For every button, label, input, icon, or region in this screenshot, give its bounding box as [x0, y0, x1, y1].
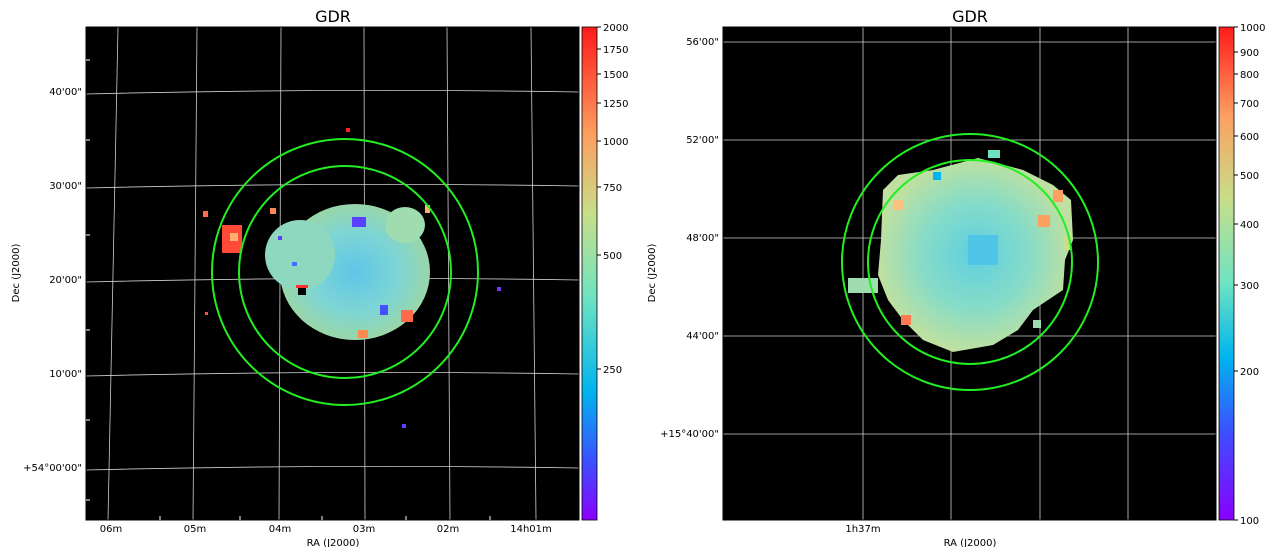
left-colorbar-label: 1500 [603, 70, 628, 81]
right-colorbar-label: 100 [1240, 516, 1259, 527]
left-colorbar-label: 1250 [603, 99, 628, 110]
right-colorbar-label: 900 [1240, 48, 1259, 59]
right-colorbar-label: 500 [1240, 171, 1259, 182]
right-colorbar-label: 600 [1240, 132, 1259, 143]
left-colorbar [581, 26, 598, 521]
right-colorbar-label: 400 [1240, 220, 1259, 231]
right-x-axis-label: RA (J2000) [944, 538, 997, 547]
left-chart-title: GDR [315, 7, 351, 26]
left-y-tick-label: 10'00" [49, 369, 82, 380]
left-colorbar-label: 250 [603, 365, 622, 376]
left-x-tick-labels: 06m 05m 04m 03m 02m 14h01m [100, 524, 552, 535]
left-x-axis-label: RA (J2000) [307, 538, 360, 547]
left-x-tick-label: 14h01m [510, 524, 552, 535]
left-colorbar-label: 1750 [603, 45, 628, 56]
right-colorbar-label: 200 [1240, 367, 1259, 378]
left-x-tick-label: 03m [353, 524, 375, 535]
right-map-frame [722, 26, 1217, 521]
left-colorbar-label: 500 [603, 251, 622, 262]
right-chart-title: GDR [952, 7, 988, 26]
left-y-tick-label: 40'00" [49, 87, 82, 98]
left-y-tick-labels: 40'00" 30'00" 20'00" 10'00" +54°00'00" [23, 87, 82, 474]
left-frame-ticks [86, 59, 491, 520]
right-colorbar-label: 1000 [1240, 23, 1265, 34]
right-map-panel: GDR [633, 0, 1266, 549]
right-colorbar [1218, 26, 1235, 521]
right-y-tick-label: 44'00" [686, 331, 719, 342]
left-outer-ring [211, 138, 479, 406]
left-colorbar-labels: 2000 1750 1500 1250 1000 750 500 250 [603, 23, 628, 376]
left-map-panel: GDR [0, 0, 633, 549]
right-colorbar-labels: 1000 900 800 700 600 500 400 300 200 100 [1240, 23, 1265, 527]
left-aperture-rings [211, 138, 479, 406]
right-y-axis-label: Dec (J2000) [647, 244, 658, 303]
left-map-figure: GDR [11, 7, 628, 549]
left-y-axis-label: Dec (J2000) [11, 244, 22, 303]
right-y-tick-label: 52'00" [686, 135, 719, 146]
left-y-tick-label: +54°00'00" [23, 463, 82, 474]
left-x-tick-label: 02m [437, 524, 459, 535]
left-colorbar-label: 1000 [603, 137, 628, 148]
right-inner-ring [867, 159, 1073, 365]
left-x-tick-label: 04m [269, 524, 291, 535]
left-y-tick-label: 30'00" [49, 181, 82, 192]
right-aperture-rings [841, 133, 1099, 391]
left-map-frame [85, 26, 580, 521]
right-colorbar-label: 700 [1240, 99, 1259, 110]
right-colorbar-label: 300 [1240, 281, 1259, 292]
right-x-tick-label: 1h37m [845, 524, 880, 535]
right-outer-ring [841, 133, 1099, 391]
left-y-tick-label: 20'00" [49, 275, 82, 286]
right-gdr-map-pixels [848, 150, 1073, 352]
right-colorbar-ticks [1234, 26, 1238, 521]
right-y-tick-labels: 56'00" 52'00" 48'00" 44'00" +15°40'00" [660, 37, 719, 440]
right-y-tick-label: 56'00" [686, 37, 719, 48]
left-inner-ring [238, 165, 452, 379]
left-x-tick-label: 06m [100, 524, 122, 535]
left-gdr-map-pixels [203, 128, 501, 428]
left-colorbar-label: 2000 [603, 23, 628, 34]
left-x-tick-label: 05m [184, 524, 206, 535]
right-y-tick-label: 48'00" [686, 233, 719, 244]
left-colorbar-ticks [597, 26, 601, 370]
right-colorbar-label: 800 [1240, 70, 1259, 81]
right-map-figure: GDR [647, 7, 1265, 549]
left-colorbar-label: 750 [603, 183, 622, 194]
right-y-tick-label: +15°40'00" [660, 429, 719, 440]
